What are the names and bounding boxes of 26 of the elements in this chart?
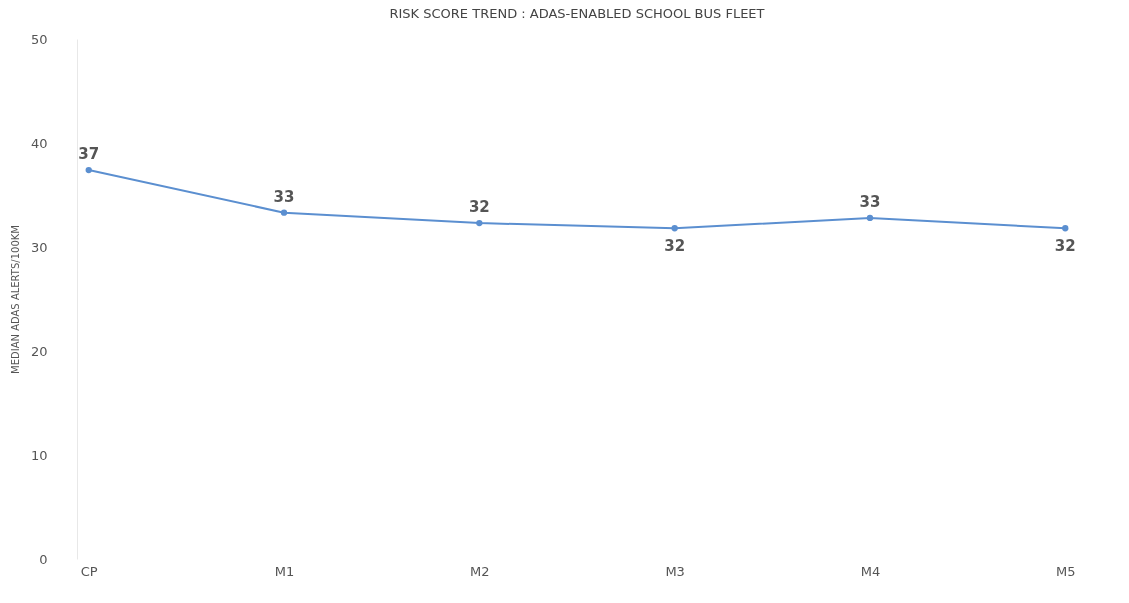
data-label: 37 [78, 145, 100, 164]
x-tick-label: CP [80, 563, 98, 579]
x-tick-label: M5 [1056, 563, 1076, 579]
y-tick-label: 50 [30, 31, 48, 47]
x-tick-label: M3 [665, 563, 685, 579]
x-tick-label: M4 [860, 563, 881, 579]
data-label: 33 [273, 187, 295, 206]
y-tick-label: 30 [30, 239, 48, 255]
point [671, 225, 678, 232]
point [1062, 225, 1069, 232]
point [476, 219, 483, 227]
y-tick-label: 20 [30, 343, 48, 359]
x-tick-label: M1 [274, 563, 295, 579]
y-tick-label: 10 [30, 447, 48, 463]
point [85, 166, 92, 174]
point [866, 214, 874, 222]
y-axis-title: MEDIAN ADAS ALERTS/100KM [9, 225, 21, 374]
y-tick-label: 0 [39, 551, 48, 567]
y-tick-label: 40 [30, 135, 48, 151]
chart-title: RISK SCORE TREND : ADAS-ENABLED SCHOOL BUS FLEET [389, 6, 765, 21]
data-label: 32 [664, 237, 686, 256]
data-label: 32 [468, 198, 490, 217]
data-label: 33 [859, 192, 881, 211]
x-tick-label: M2 [470, 563, 490, 579]
data-label: 32 [1054, 237, 1076, 256]
point [280, 209, 288, 216]
